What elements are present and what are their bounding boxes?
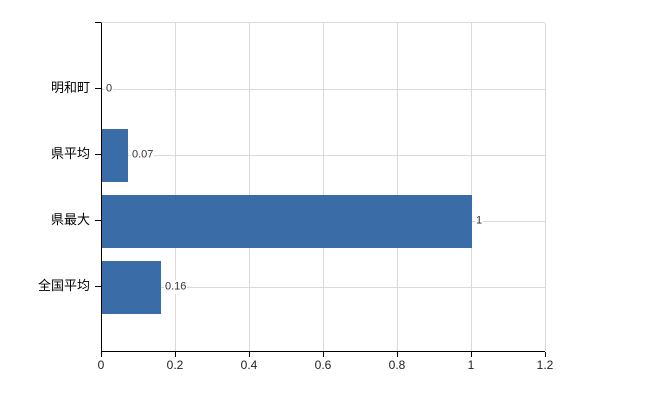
vertical-gridline (471, 23, 472, 351)
vertical-gridline (397, 23, 398, 351)
y-axis-tick (95, 154, 101, 155)
x-tick-label: 0.6 (314, 358, 332, 372)
category-label: 県最大 (50, 212, 90, 227)
y-axis-tick (95, 88, 101, 89)
value-label: 0.16 (164, 280, 188, 294)
x-axis-tick (545, 352, 546, 357)
y-axis-tick (95, 286, 101, 287)
category-label: 県平均 (50, 146, 90, 161)
value-label: 0.07 (131, 148, 155, 162)
x-axis-tick (101, 352, 102, 357)
value-label: 1 (475, 214, 484, 228)
category-label: 全国平均 (37, 278, 90, 293)
horizontal-gridline (102, 89, 545, 90)
x-axis-tick (471, 352, 472, 357)
y-axis-tick (95, 22, 101, 23)
bar (102, 129, 128, 182)
bar (102, 195, 472, 248)
plot-area: 0 0.07 1 0.16 (101, 22, 546, 352)
vertical-gridline (545, 23, 546, 351)
x-axis-tick (249, 352, 250, 357)
x-tick-label: 0.2 (166, 358, 184, 372)
x-axis-tick (397, 352, 398, 357)
horizontal-gridline (102, 287, 545, 288)
x-axis-tick (175, 352, 176, 357)
vertical-gridline (175, 23, 176, 351)
x-axis-tick (323, 352, 324, 357)
bar (102, 261, 161, 314)
x-tick-label: 1 (467, 358, 475, 372)
x-tick-label: 0 (97, 358, 105, 372)
x-tick-label: 0.4 (240, 358, 258, 372)
x-tick-label: 1.2 (536, 358, 554, 372)
vertical-gridline (323, 23, 324, 351)
x-tick-label: 0.8 (388, 358, 406, 372)
horizontal-gridline (102, 155, 545, 156)
value-label: 0 (105, 82, 114, 96)
y-axis-tick (95, 220, 101, 221)
vertical-gridline (249, 23, 250, 351)
category-label: 明和町 (50, 80, 90, 95)
